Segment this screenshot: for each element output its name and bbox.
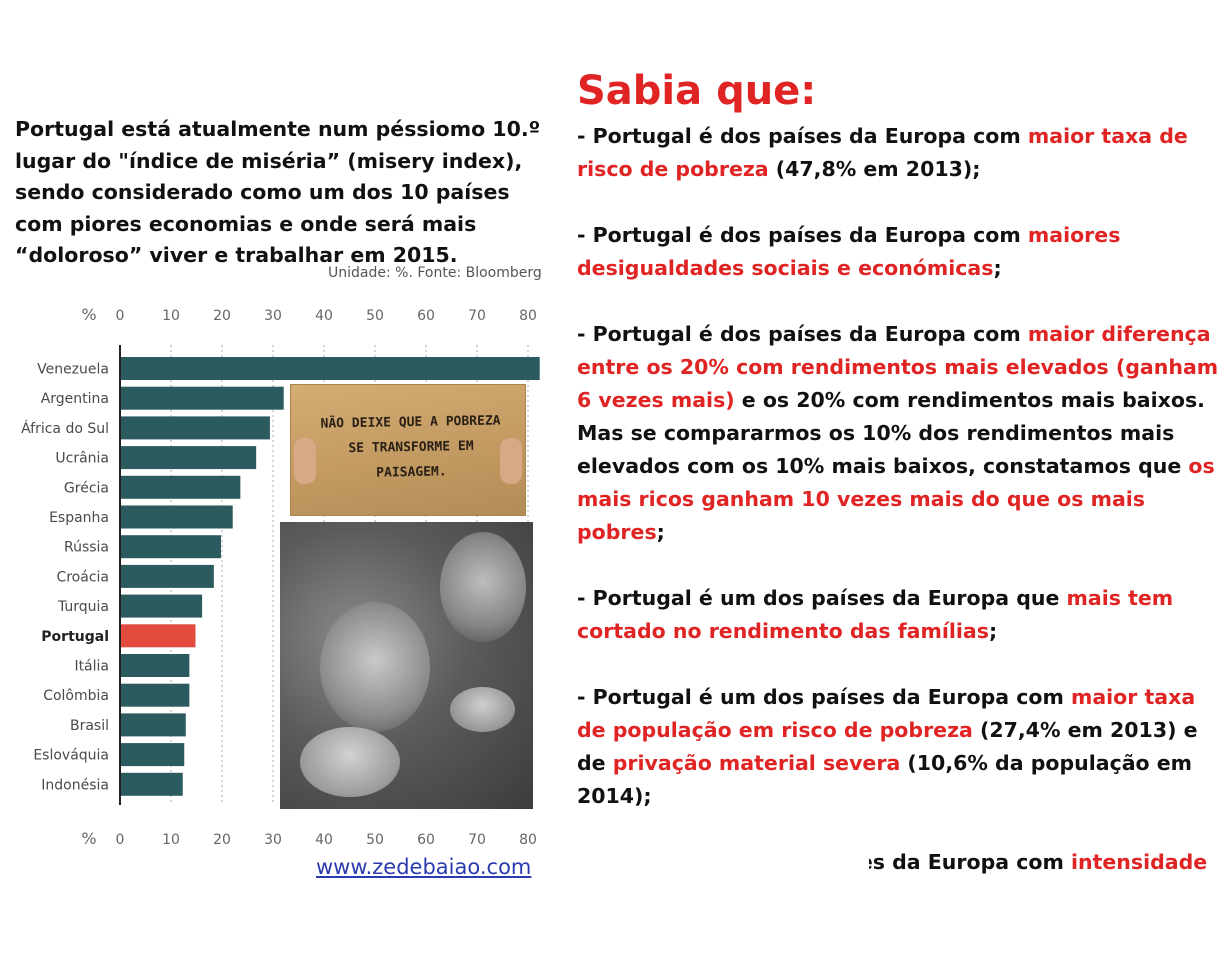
bar [121, 505, 233, 529]
bar [121, 713, 186, 737]
website-link[interactable]: www.zedebaiao.com [316, 855, 532, 879]
fact-highlight: privação material severa [612, 751, 901, 775]
fact-text: - Portugal é dos países da Europa com [577, 322, 1028, 346]
top-tick-label: 80 [519, 308, 537, 324]
fact-highlight: maior taxa de risco de pobreza [577, 124, 1188, 181]
fact-text: - Portugal é um dos países da Europa com [577, 685, 1071, 709]
category-label: África do Sul [21, 420, 109, 437]
top-tick-label: 40 [315, 308, 333, 324]
bottom-tick-label: 10 [162, 832, 180, 848]
right-hand-image [500, 438, 522, 484]
category-label: Espanha [49, 510, 109, 526]
fact-highlight: maiores desigualdades sociais e económic… [577, 223, 1121, 280]
child-face-front [320, 602, 430, 732]
bottom-tick-label: 60 [417, 832, 435, 848]
chart-source-note: Unidade: %. Fonte: Bloomberg [328, 265, 542, 281]
fact-text: - Portugal é um dos países da Europa que [577, 586, 1067, 610]
bar [121, 654, 190, 677]
bar [121, 357, 540, 380]
fact-item: - Portugal é dos países da Europa com ma… [577, 120, 1227, 186]
fact-item: - Portugal é um dos países da Europa que… [577, 582, 1227, 648]
top-tick-label: 50 [366, 308, 384, 324]
bottom-tick-label: 30 [264, 832, 282, 848]
bottom-tick-label: 70 [468, 832, 486, 848]
category-label: Portugal [41, 629, 109, 645]
category-label: Turquia [57, 599, 109, 615]
bar [121, 446, 257, 470]
bar [121, 624, 196, 648]
top-tick-label: 20 [213, 308, 231, 324]
fact-text: ; [993, 256, 1002, 280]
category-label: Eslováquia [33, 748, 109, 764]
child-hand-back [450, 687, 515, 732]
fact-text: e os 20% com rendimentos mais baixos. Ma… [577, 388, 1205, 478]
fact-item: - Portugal é dos países da Europa com ma… [577, 219, 1227, 285]
fact-text: - Portugal é dos países da Europa com [577, 124, 1028, 148]
category-label: Ucrânia [55, 451, 109, 467]
category-label: Venezuela [37, 362, 109, 378]
bar [121, 594, 203, 618]
left-hand-image [294, 438, 316, 484]
category-label: Indonésia [41, 777, 109, 793]
top-tick-label: 60 [417, 308, 435, 324]
bottom-axis-unit: % [81, 829, 96, 848]
fact-highlight: mais tem cortado no rendimento das famíl… [577, 586, 1174, 643]
category-label: Rússia [64, 540, 109, 556]
fact-highlight: maior diferença entre os 20% com rendime… [577, 322, 1219, 412]
top-tick-label: 30 [264, 308, 282, 324]
bottom-tick-label: 20 [213, 832, 231, 848]
bar [121, 386, 284, 410]
intro-paragraph: Portugal está atualmente num péssiomo 10… [15, 117, 541, 267]
bottom-tick-label: 50 [366, 832, 384, 848]
category-label: Colômbia [43, 688, 109, 704]
facts-list: - Portugal é dos países da Europa com ma… [577, 120, 1227, 878]
top-tick-label: 10 [162, 308, 180, 324]
fact-text: ; [988, 619, 998, 643]
fact-text: (10,6% da população em 2014); [577, 751, 1193, 808]
page-heading: Sabia que: [577, 68, 817, 114]
top-axis-unit: % [81, 305, 96, 324]
bar [121, 564, 214, 588]
bar [121, 772, 183, 796]
bar [121, 683, 190, 707]
top-tick-label: 0 [116, 308, 125, 324]
fact-text: ; [656, 520, 665, 544]
child-face-back [440, 532, 526, 642]
category-label: Itália [74, 659, 109, 675]
bottom-tick-label: 40 [315, 832, 333, 848]
fact-text: - Portugal é dos países da Europa com [577, 223, 1028, 247]
bar [121, 535, 221, 559]
top-tick-label: 70 [468, 308, 486, 324]
fact-item: - Portugal é dos países da Europa com ma… [577, 318, 1227, 549]
category-label: Croácia [56, 569, 109, 585]
bottom-tick-label: 80 [519, 832, 537, 848]
fact-text: (47,8% em 2013); [768, 157, 981, 181]
bar [121, 416, 270, 440]
image-cutoff-mask [577, 848, 869, 878]
fact-text: (27,4% em 2013) e de [577, 718, 1198, 775]
fact-highlight: os mais ricos ganham 10 vezes mais do qu… [577, 454, 1215, 544]
category-label: Brasil [70, 718, 109, 734]
bar [121, 475, 241, 499]
category-label: Grécia [64, 480, 109, 496]
child-hand-front [300, 727, 400, 797]
protest-sign-photo: NÃO DEIXE QUE A POBREZA SE TRANSFORME EM… [290, 384, 526, 516]
bottom-tick-label: 0 [116, 832, 125, 848]
fact-highlight: intensidade laboral muito reduzida [1070, 850, 1208, 874]
category-label: Argentina [41, 391, 109, 407]
fact-highlight: maior taxa de população em risco de pobr… [577, 685, 1196, 742]
bar [121, 743, 185, 767]
children-photo [280, 522, 533, 809]
fact-item: - Portugal é um dos países da Europa com… [577, 681, 1227, 813]
sign-text: NÃO DEIXE QUE A POBREZA SE TRANSFORME EM… [320, 413, 501, 481]
